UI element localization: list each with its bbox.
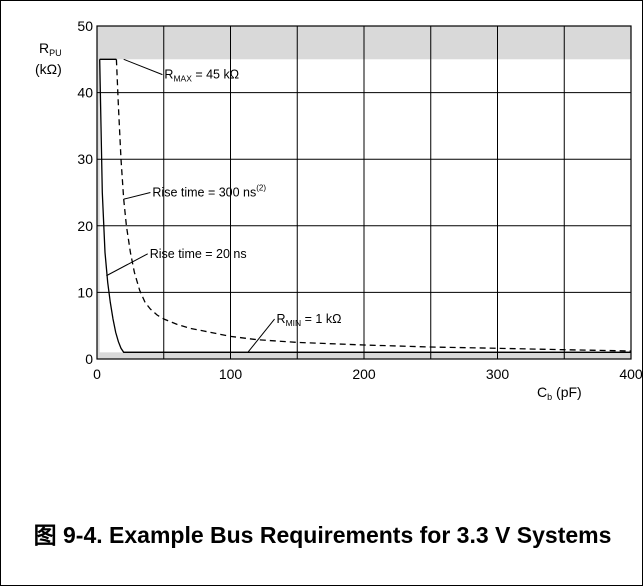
x-tick-label: 300 (486, 366, 510, 382)
tick-labels: 0 100 200 300 400 0 10 20 30 40 50 (77, 18, 642, 382)
y-tick-label: 40 (77, 85, 93, 101)
grid (96, 25, 632, 360)
plot-border (96, 25, 632, 360)
y-axis-unit: (kΩ) (35, 61, 62, 77)
y-tick-label: 30 (77, 151, 93, 167)
annotation-label: RMIN = 1 kΩ (277, 312, 342, 328)
x-tick-label: 100 (219, 366, 243, 382)
series-line-dashed (115, 59, 632, 352)
annotation-leader (123, 58, 163, 76)
annotation-leader (247, 318, 275, 353)
annotation-leader (123, 192, 151, 200)
x-tick-label: 0 (93, 366, 101, 382)
x-tick-label: 200 (352, 366, 376, 382)
annotation-leader (106, 253, 148, 277)
y-tick-label: 20 (77, 218, 93, 234)
annotation-label: Rise time = 300 ns(2) (152, 184, 266, 200)
y-tick-label: 50 (77, 18, 93, 34)
chart: RMAX = 45 kΩ Rise time = 300 ns(2) Rise ti… (35, 18, 642, 402)
annotation-label: RMAX = 45 kΩ (164, 68, 239, 84)
x-tick-label: 400 (619, 366, 642, 382)
axis-labels: RPU (kΩ) Cb (pF) (35, 40, 582, 402)
y-tick-label: 10 (77, 284, 93, 300)
y-axis-label: RPU (39, 40, 62, 58)
annotation-label: Rise time = 20 ns (150, 247, 247, 261)
x-axis-label: Cb (pF) (537, 384, 582, 402)
shade-left (97, 26, 100, 359)
reference-lines (99, 58, 631, 353)
annotations: RMAX = 45 kΩ Rise time = 300 ns(2) Rise ti… (106, 58, 342, 353)
y-tick-label: 0 (85, 351, 93, 367)
figure-caption: 图 9-4. Example Bus Requirements for 3.3 … (33, 522, 612, 548)
